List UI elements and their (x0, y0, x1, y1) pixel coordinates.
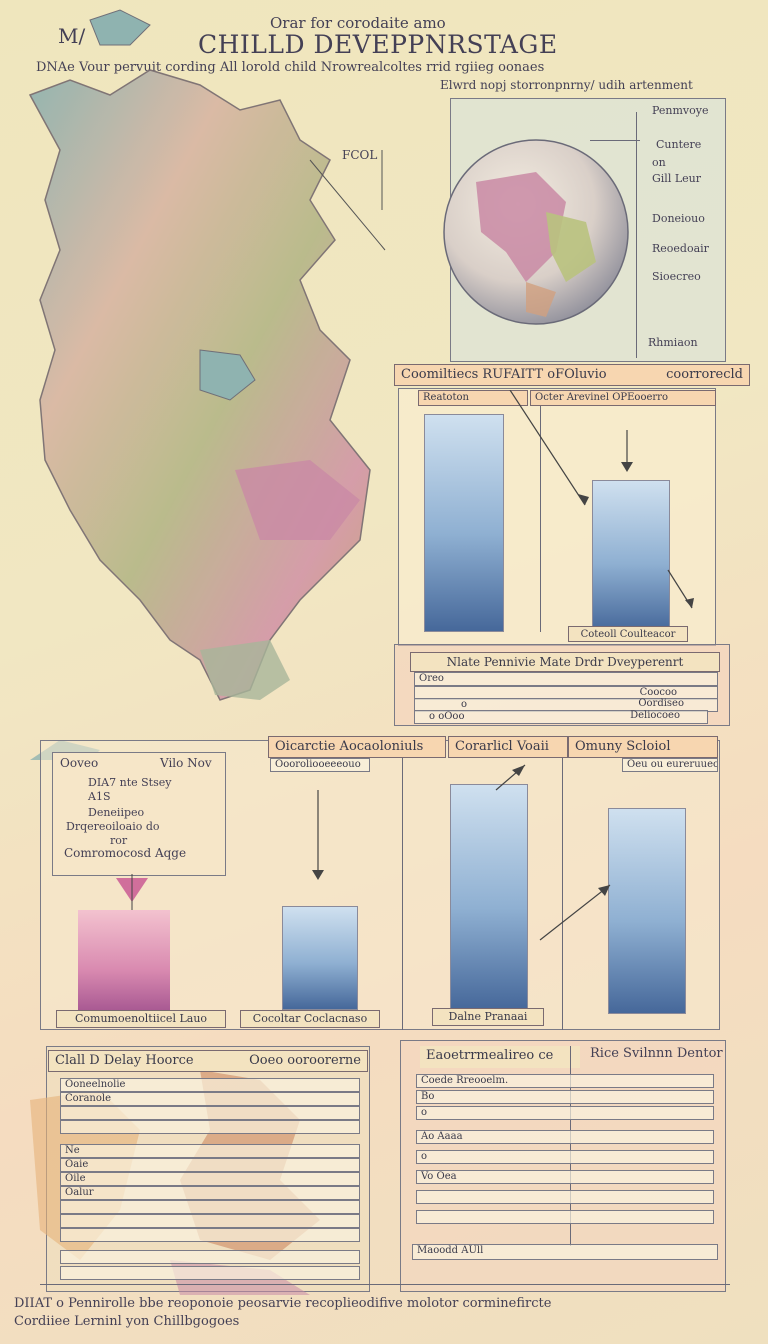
chart-top-arrows (509, 390, 694, 609)
globe-label-6: Reoedoair (652, 242, 709, 255)
info-box-head-right: Vilo Nov (160, 756, 212, 770)
chart-top-button[interactable]: Coteoll Coulteacor (568, 626, 688, 642)
chart-top-header-right: coorrorecld (666, 367, 743, 382)
bottom-left-header: Clall D Delay Hoorce Ooeo ooroorerne (48, 1050, 368, 1072)
globe-label-4: Gill Leur (652, 172, 701, 185)
chart-bottom-button-3[interactable]: Dalne Pranaai (432, 1008, 544, 1026)
subtitle-2: Elwrd nopj storronpnrny/ udih artenment (440, 78, 693, 92)
chart-bottom-arrows (312, 764, 611, 941)
chart-bottom-bar-2 (282, 906, 358, 1010)
bottom-left-row: Ne (60, 1144, 360, 1158)
bottom-right-header: Eaoetrrmealireo ce (420, 1046, 580, 1068)
bottom-right-row: Coede Rreooelm. (416, 1074, 714, 1088)
bottom-left-row (60, 1106, 360, 1120)
info-box-line-1: DIA7 nte Stsey (88, 776, 172, 789)
bottom-right-row (416, 1210, 714, 1224)
chart-top-divider (540, 406, 541, 632)
globe-label-1: Penmvoye (652, 104, 709, 117)
chart-bottom-tab-1[interactable]: Oicarctie Aocaoloniuls (268, 736, 446, 758)
bottom-right-header-right: Rice Svilnnn Dentor (590, 1046, 723, 1061)
info-box-line-5: ror (110, 834, 128, 847)
bottom-left-row (60, 1228, 360, 1242)
subtitle-1: DNAe Vour pervuit cording All lorold chi… (36, 60, 545, 75)
globe-label-7: Sioecreo (652, 270, 701, 283)
bottom-right-row: Bo (416, 1090, 714, 1104)
chart-bottom-bar-4 (608, 808, 686, 1014)
bottom-right-row: o (416, 1150, 714, 1164)
chart-bottom-divider-1 (402, 758, 403, 1030)
chart-bottom-tab-3[interactable]: Omuny Scloiol (568, 736, 718, 758)
title-small: Orar for corodaite amo (270, 14, 446, 32)
info-box-pointer (116, 874, 148, 912)
chart-bottom-button-1[interactable]: Comumoenoltiicel Lauo (56, 1010, 226, 1028)
chart-bottom-sub-left: Oooroliooeeeouo (270, 758, 370, 772)
bottom-right-row (416, 1190, 714, 1204)
panel-mid-row: o oOoo (414, 710, 708, 724)
bottom-left-row (60, 1214, 360, 1228)
bottom-right-row: o (416, 1106, 714, 1120)
bottom-left-header-right: Ooeo ooroorerne (249, 1053, 361, 1068)
bottom-left-row: Coranole (60, 1092, 360, 1106)
page-title: CHILLD DEVEPPNRSTAGE (198, 30, 558, 59)
bottom-left-row: Ooneelnolie (60, 1078, 360, 1092)
bottom-left-header-title: Clall D Delay Hoorce (55, 1053, 194, 1068)
panel-mid-row: Oreo (414, 672, 718, 686)
info-box-line-4: Drqereoiloaio do (66, 820, 160, 833)
chart-top-bar-2 (592, 480, 670, 632)
chart-top-header: Coomiltiecs RUFAITT oFOluvio coorrorecld (394, 364, 750, 386)
bottom-right-divider (570, 1046, 571, 1246)
chart-top-tab-left[interactable]: Reatoton (418, 390, 528, 406)
footer-divider (40, 1284, 730, 1285)
panel-mid-header: Nlate Pennivie Mate Drdr Dveyperenrt (410, 652, 720, 672)
bottom-right-footer: Maoodd AUll (412, 1244, 718, 1260)
bottom-left-row (60, 1266, 360, 1280)
info-box (52, 752, 226, 876)
north-america-map (28, 9, 386, 760)
chart-bottom-bar-3 (450, 784, 528, 1010)
chart-top-header-title: Coomiltiecs RUFAITT oFOluvio (401, 367, 607, 382)
bottom-left-row (60, 1200, 360, 1214)
chart-bottom-divider-2 (562, 758, 563, 1030)
bottom-right-row: Ao Aaaa (416, 1130, 714, 1144)
info-box-head-left: Ooveo (60, 756, 99, 770)
bottom-left-row: Oaie (60, 1158, 360, 1172)
chart-top-tab-right[interactable]: Octer Arevinel OPEooerro (530, 390, 716, 406)
globe-pointer-line (590, 140, 640, 141)
bottom-left-row: Oile (60, 1172, 360, 1186)
info-box-footer: Comromocosd Aqge (64, 846, 187, 860)
globe-illustration (443, 139, 629, 325)
chart-bottom-bar-1 (78, 910, 170, 1010)
bottom-left-row: Oalur (60, 1186, 360, 1200)
bottom-left-row (60, 1120, 360, 1134)
panel-mid-row: Deliocoeo (630, 710, 680, 721)
corner-mark: M/ (58, 24, 86, 48)
globe-divider (636, 112, 637, 358)
panel-mid-row: Oordiseo (638, 698, 684, 709)
bottom-right-row: Vo Oea (416, 1170, 714, 1184)
globe-label-3: on (652, 156, 666, 169)
chart-bottom-sub-right: Oeu ou eureruueo (622, 758, 718, 772)
footer-line-2: Cordiiee Lerninl yon Chillbgogoes (14, 1314, 240, 1329)
globe-label-2: Cuntere (656, 138, 702, 151)
globe-label-8: Rhmiaon (648, 336, 698, 349)
footer-line-1: DIIAT o Pennirolle bbe reoponoie peosarv… (14, 1296, 552, 1311)
chart-bottom-tab-2[interactable]: Corarlicl Voaii (448, 736, 568, 758)
map-label-fcol: FCOL (342, 148, 378, 162)
info-box-line-2: A1S (88, 790, 111, 803)
chart-top-bar-1 (424, 414, 504, 632)
globe-label-5: Doneiouo (652, 212, 705, 225)
bottom-left-row (60, 1250, 360, 1264)
info-box-line-3: Deneiipeo (88, 806, 145, 819)
chart-bottom-button-2[interactable]: Cocoltar Coclacnaso (240, 1010, 380, 1028)
